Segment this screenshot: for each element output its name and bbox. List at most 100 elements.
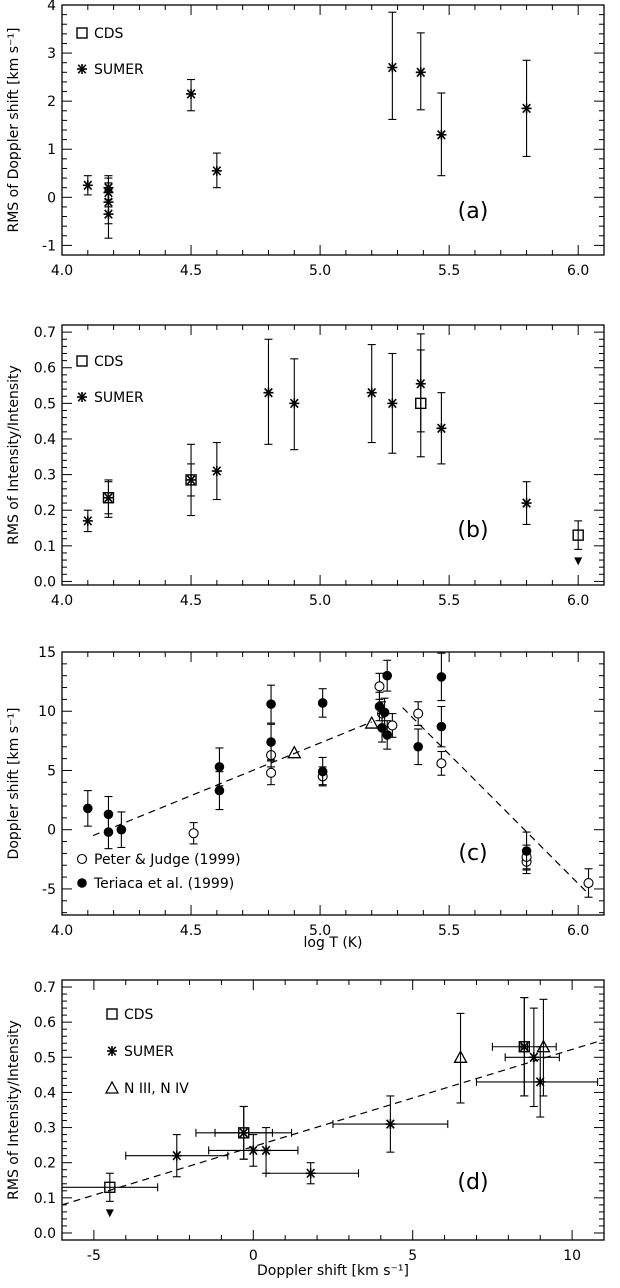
x-tick-label: 6.0: [567, 593, 589, 609]
y-tick-label: 0.4: [34, 1085, 56, 1101]
data-point: [387, 720, 398, 731]
error-bar: [539, 998, 548, 1097]
y-tick-label: -1: [42, 238, 56, 254]
data-point: [317, 766, 328, 777]
data-point: [266, 737, 276, 747]
data-point: [186, 474, 197, 485]
y-tick-label: 0.1: [34, 539, 56, 555]
x-tick-label: 4.0: [51, 593, 73, 609]
data-point: [415, 67, 426, 78]
panel-b: 4.0 4.5 5.0 5.5 6.0 0.0 0.1 0.2 0.3 0.4 0.5 0.6 0.7 R…: [6, 324, 605, 609]
x-tick-label: 5.5: [438, 263, 460, 279]
legend-label: N III, N IV: [124, 1081, 189, 1097]
panel-label: (d): [457, 1170, 488, 1195]
error-bar: [574, 520, 583, 550]
fit-line: [61, 1039, 605, 1206]
x-tick-label: 4.0: [51, 263, 73, 279]
y-tick-label: 15: [38, 645, 56, 661]
data-point: [436, 758, 447, 769]
y-axis-label: RMS of Intensity/Intensity: [6, 1020, 22, 1200]
y-tick-label: 10: [38, 704, 56, 720]
legend-label: SUMER: [94, 390, 144, 406]
x-tick-label: 6.0: [567, 263, 589, 279]
data-point: [214, 785, 225, 796]
data-point: [116, 824, 127, 835]
x-tick-label: -5: [87, 1248, 101, 1264]
panel-d: -5 0 5 10 0.0 0.1 0.2 0.3 0.4 0.5 0.6 0.7 RMS of Int…: [6, 979, 605, 1279]
y-tick-label: 0.7: [34, 325, 56, 341]
plot-frame: [61, 324, 605, 586]
panel-label: (a): [458, 199, 489, 224]
data-point: [263, 387, 274, 398]
error-bar: [61, 1172, 159, 1202]
y-tick-label: 0.0: [34, 1226, 56, 1242]
data-point: [379, 707, 390, 718]
y-tick-label: 0.4: [34, 432, 56, 448]
panel-a: 4.0 4.5 5.0 5.5 6.0 -1 0 1 2 3 4 RMS of Doppler shi…: [6, 0, 605, 279]
panel-label: (b): [457, 518, 488, 543]
data-point: [104, 1181, 116, 1193]
y-tick-label: 0.3: [34, 468, 56, 484]
legend-label: Peter & Judge (1999): [94, 852, 241, 868]
data-point: [83, 803, 93, 814]
legend-marker: [106, 1008, 118, 1020]
data-point: [238, 1127, 249, 1138]
fit-line: [92, 721, 372, 837]
legend-marker: [76, 27, 88, 39]
x-axis-label: log T (K): [304, 935, 363, 951]
y-axis-label: RMS of Intensity/Intensity: [6, 365, 22, 545]
y-tick-label: 0.0: [34, 574, 56, 590]
plot-frame: [61, 651, 605, 916]
data-point: [287, 745, 302, 759]
data-point: [266, 767, 277, 778]
data-point: [536, 1039, 551, 1053]
legend-label: CDS: [124, 1007, 154, 1023]
data-point: [82, 515, 93, 526]
x-tick-label: 10: [563, 1248, 581, 1264]
x-tick-label: 5.0: [309, 923, 331, 939]
y-tick-label: 0.7: [34, 980, 56, 996]
data-point: [528, 1052, 539, 1063]
plot-frame: [61, 4, 605, 256]
x-tick-label: 5: [408, 1248, 417, 1264]
data-point: [103, 809, 114, 820]
data-point: [521, 498, 532, 509]
x-tick-label: 5.0: [309, 593, 331, 609]
x-tick-label: 0: [249, 1248, 258, 1264]
data-point: [214, 762, 225, 772]
legend-marker: [76, 355, 88, 367]
y-tick-label: 0.3: [34, 1121, 56, 1137]
x-tick-label: 4.5: [180, 923, 202, 939]
x-tick-label: 4.0: [51, 923, 73, 939]
legend-marker: [77, 64, 87, 74]
data-point: [211, 466, 222, 477]
data-point: [519, 1041, 530, 1052]
data-point: [103, 492, 114, 503]
legend-label: CDS: [94, 354, 124, 370]
data-point: [317, 698, 328, 708]
data-point: [572, 529, 584, 541]
y-tick-label: 1: [47, 142, 56, 158]
legend-label: SUMER: [124, 1044, 174, 1060]
data-point: [82, 180, 93, 191]
y-tick-label: 0.6: [34, 361, 56, 377]
data-point: [387, 62, 398, 73]
y-tick-label: 4: [47, 0, 56, 14]
x-tick-label: 5.5: [438, 593, 460, 609]
x-tick-label: 6.0: [567, 923, 589, 939]
data-point: [171, 1150, 182, 1161]
legend-label: SUMER: [94, 62, 144, 78]
data-point: [248, 1145, 259, 1156]
data-point: [387, 398, 398, 409]
y-tick-label: 0.6: [34, 1015, 56, 1031]
y-tick-label: 0.2: [34, 503, 56, 519]
y-tick-label: 0.1: [34, 1191, 56, 1207]
x-tick-label: 4.5: [180, 593, 202, 609]
data-point: [436, 423, 447, 434]
data-point: [436, 672, 447, 682]
y-tick-label: 0: [47, 190, 56, 206]
data-point: [453, 1049, 468, 1063]
x-tick-label: 5.5: [438, 923, 460, 939]
plot-frame: [61, 979, 605, 1241]
y-tick-label: 2: [47, 94, 56, 110]
